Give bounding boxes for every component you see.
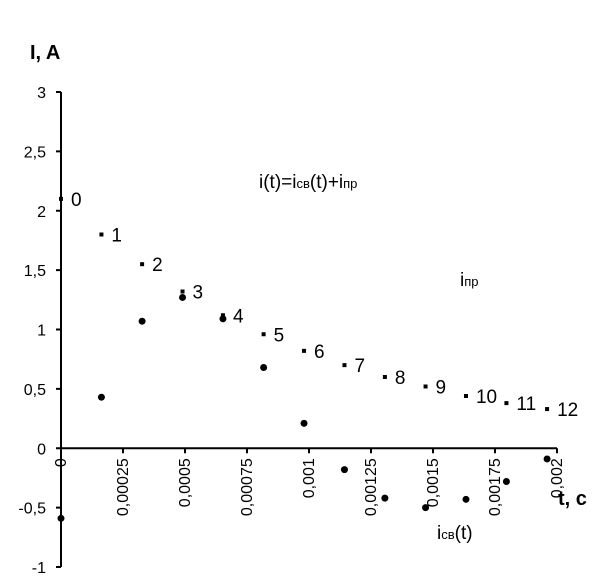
data-point-free: [138, 317, 146, 325]
y-tick-label: 3: [37, 85, 46, 102]
data-point-total: [463, 394, 468, 398]
data-point-total: [99, 232, 104, 237]
x-tick-label: 0,00125: [363, 458, 380, 516]
data-point-total: [504, 401, 509, 406]
series-free-current: [57, 293, 551, 522]
x-tick-label: 0,0005: [177, 458, 194, 507]
data-label-point: 4: [233, 306, 244, 327]
y-tick-label: 1,5: [24, 263, 46, 280]
data-point-total: [220, 313, 225, 318]
y-tick-label: 0,5: [24, 382, 46, 399]
annotation-total-sub2: пр: [343, 176, 357, 191]
annotation-free-sub: св: [441, 527, 455, 542]
data-point-free: [57, 514, 65, 522]
data-point-total: [180, 289, 185, 294]
y-tick-label: -0,5: [18, 501, 46, 518]
y-tick-label: 0: [37, 441, 46, 458]
x-axis: 0 0,00025 0,0005 0,00075 0,001 0,00125 0,0015 0…: [53, 447, 566, 516]
x-tick-label: 0: [53, 458, 70, 467]
y-axis: 3 2,5 2 1,5 1 0,5 0 -0,5 -1: [18, 85, 62, 577]
data-point-free: [219, 315, 227, 323]
data-label-point: 3: [193, 283, 204, 304]
y-tick-label: -1: [32, 560, 46, 577]
x-tick-label: 0,001: [301, 458, 318, 498]
x-axis-title: t, c: [558, 488, 587, 510]
data-label-point: 0: [71, 190, 82, 211]
x-tick-label: 0,002: [549, 458, 566, 498]
data-point-free: [179, 293, 187, 301]
y-tick-label: 2: [37, 204, 46, 221]
annotation-forced-main: i: [460, 270, 464, 291]
data-label-point: 6: [314, 342, 325, 363]
data-point-total: [423, 384, 428, 389]
annotation-free-current: iсв(t): [437, 523, 473, 544]
data-point-total: [302, 348, 307, 353]
annotation-total-sub1: св: [296, 176, 310, 191]
data-label-point: 10: [476, 387, 497, 408]
annotation-free-tail: (t): [455, 523, 473, 544]
data-point-total: [382, 375, 387, 379]
data-point-free: [340, 466, 348, 474]
annotation-total-current: i(t)=iсв(t)+iпр: [259, 172, 357, 193]
annotation-forced-current: iпр: [460, 270, 479, 291]
data-label-point: 9: [436, 378, 447, 399]
y-tick-label: 2,5: [24, 144, 46, 161]
series-total-current: [59, 196, 550, 412]
data-point-free: [381, 494, 389, 502]
annotation-total-main: i(t)=i: [259, 172, 296, 193]
data-point-free: [300, 419, 308, 427]
data-point-free: [502, 478, 510, 485]
annotation-total-mid: (t)+i: [310, 172, 343, 193]
data-point-free: [422, 504, 430, 512]
x-tick-label: 0,00075: [239, 458, 256, 516]
data-point-free: [97, 393, 105, 401]
data-point-free: [260, 364, 268, 371]
data-label-point: 12: [557, 400, 578, 421]
x-tick-label: 0,00175: [487, 458, 504, 516]
annotation-forced-sub: пр: [464, 274, 478, 289]
y-axis-title: I, A: [30, 42, 60, 64]
data-label-point: 8: [395, 368, 406, 389]
data-label-point: 5: [274, 325, 285, 346]
data-point-free: [462, 495, 470, 503]
data-point-total: [261, 332, 266, 337]
data-point-total: [59, 196, 63, 201]
annotation-free-main: i: [437, 523, 441, 544]
x-tick-label: 0,00025: [115, 458, 132, 516]
x-tick-label: 0,0015: [425, 458, 442, 507]
data-label-point: 2: [152, 255, 163, 276]
y-tick-label: 1: [37, 323, 46, 340]
data-point-total: [342, 363, 347, 368]
data-label-point: 1: [111, 226, 122, 247]
data-point-total: [140, 262, 145, 267]
data-label-point: 11: [516, 394, 536, 415]
data-point-free: [543, 455, 551, 463]
data-label-point: 7: [354, 356, 365, 377]
data-point-total: [545, 407, 550, 412]
